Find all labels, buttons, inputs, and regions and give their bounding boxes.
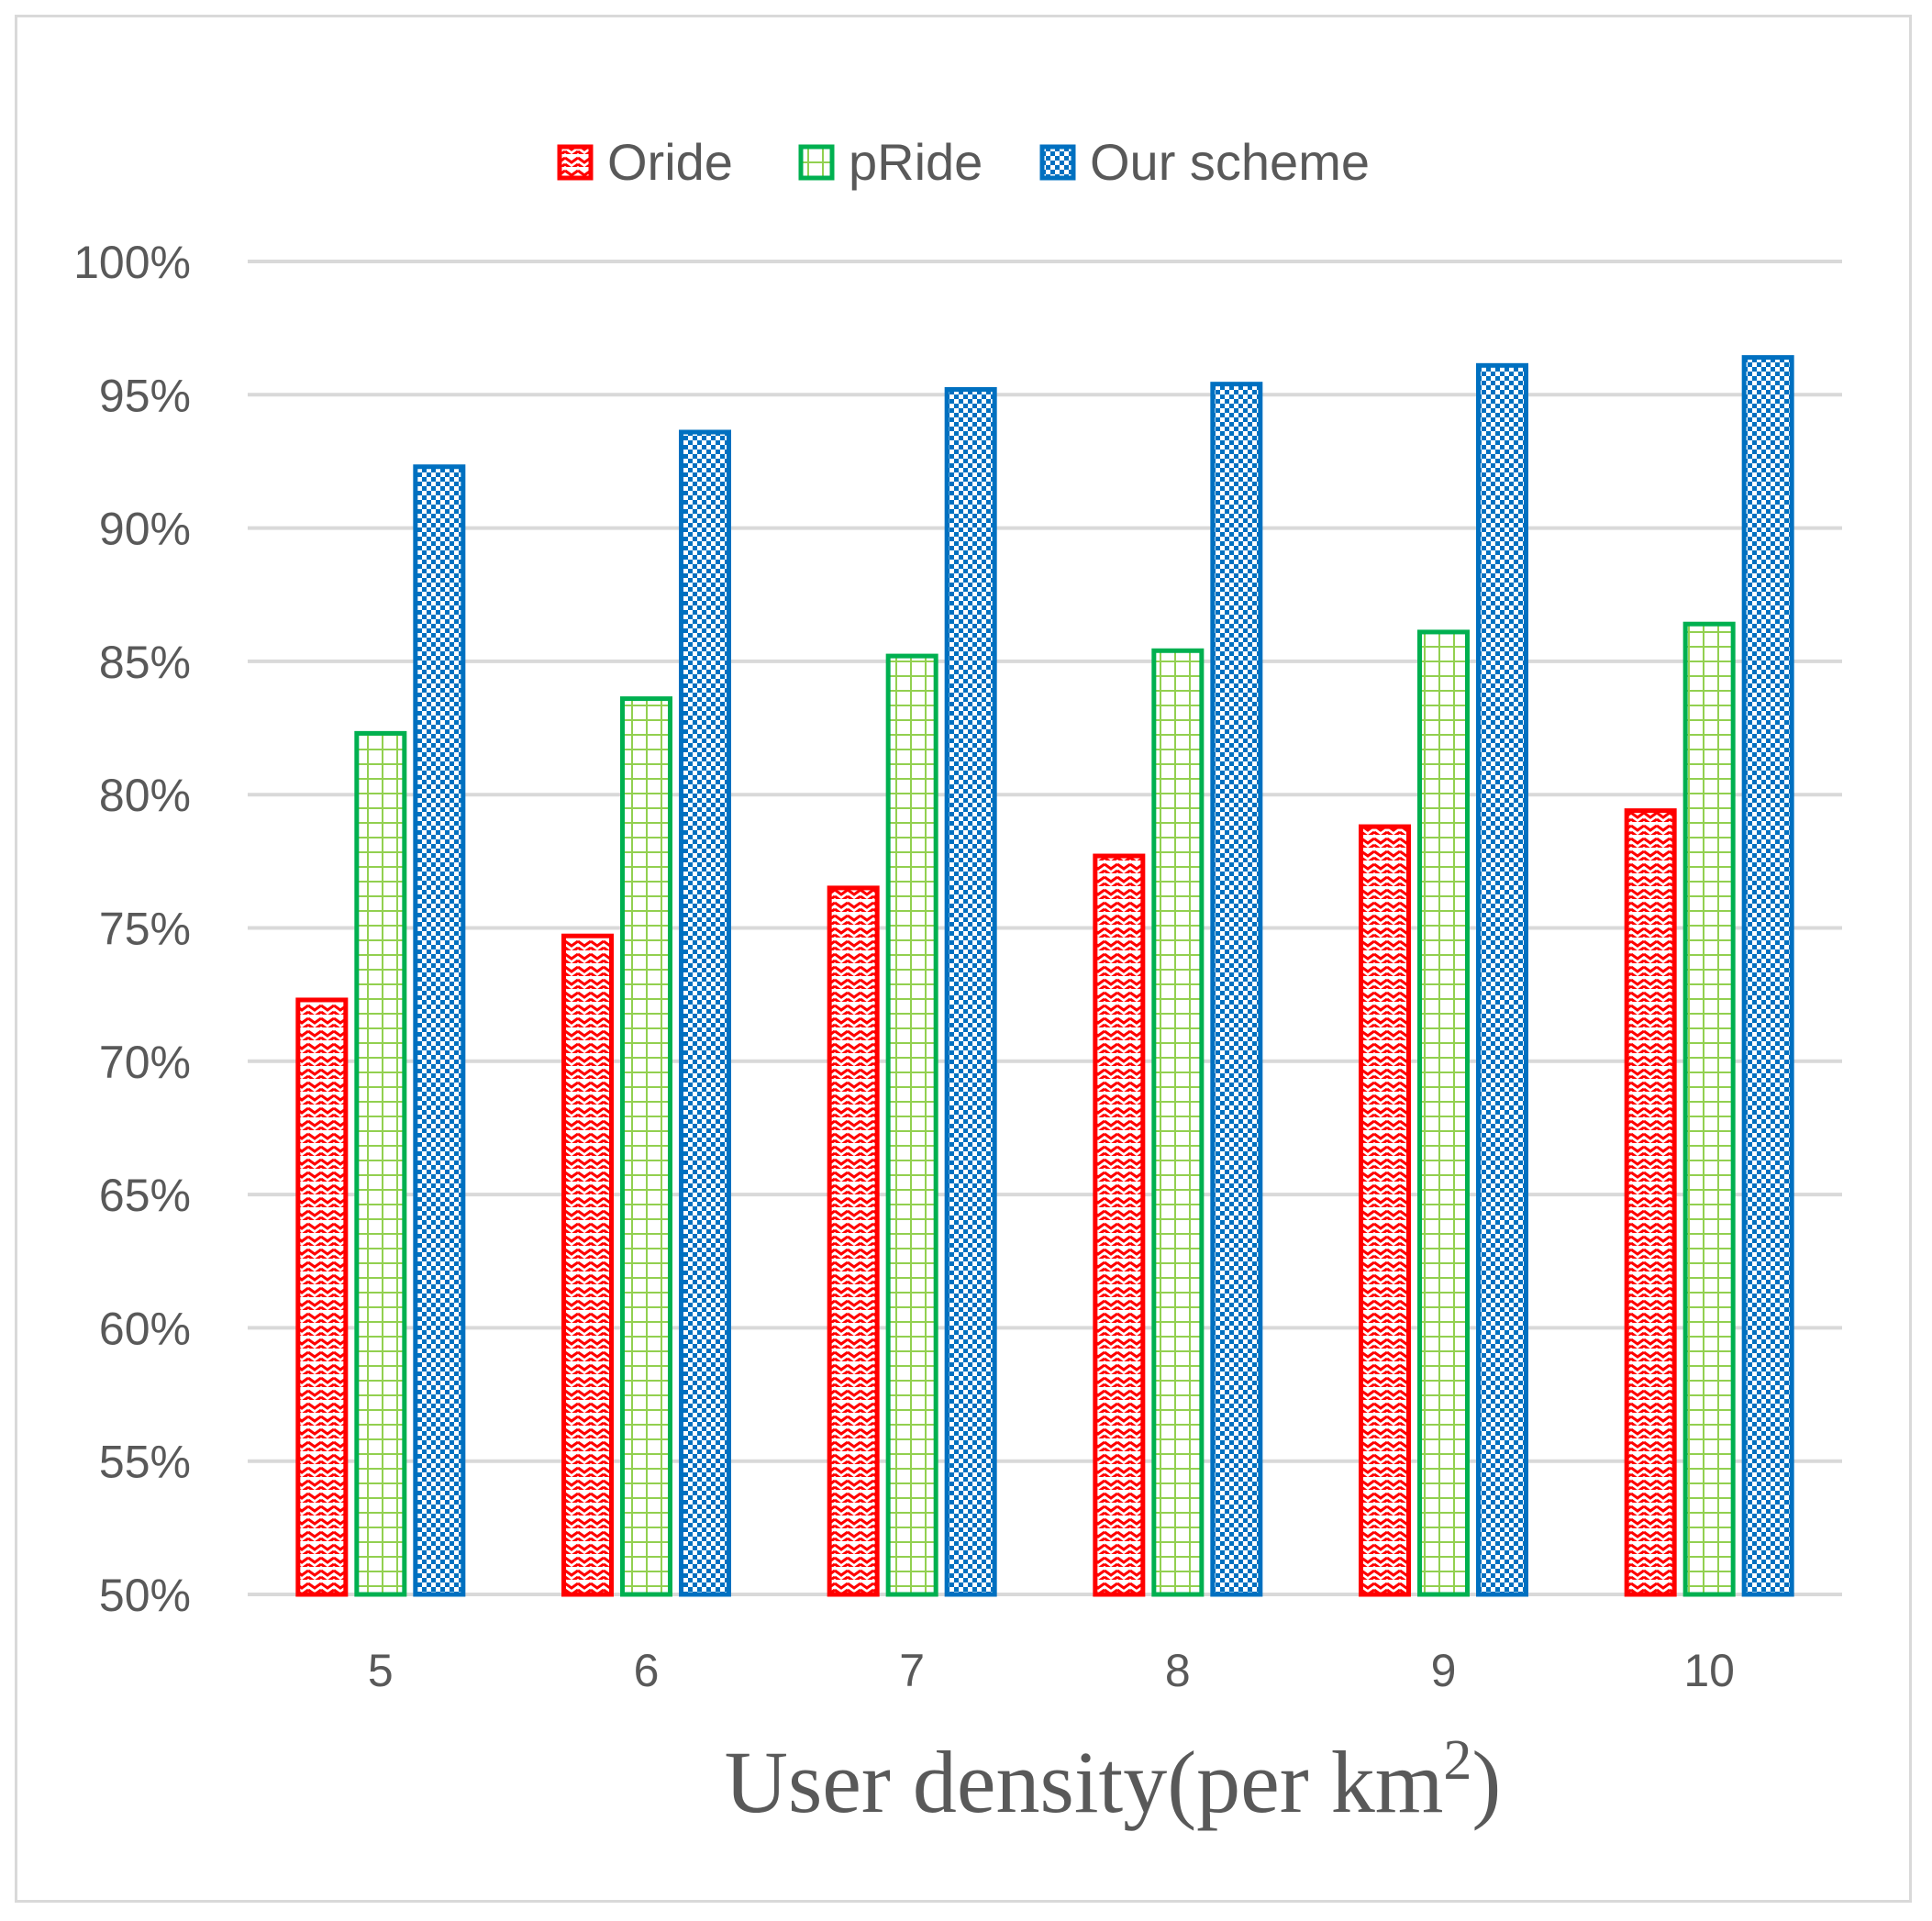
bar-pride-8 bbox=[1151, 648, 1205, 1597]
legend-swatch bbox=[557, 144, 594, 181]
legend-label: Oride bbox=[607, 133, 733, 191]
x-tick-label: 8 bbox=[1165, 1645, 1191, 1696]
bar-our-scheme-8 bbox=[1210, 382, 1263, 1597]
bar-oride-10 bbox=[1624, 808, 1677, 1597]
legend-swatch bbox=[798, 144, 835, 181]
y-tick-label: 55% bbox=[99, 1437, 191, 1488]
y-tick-label: 50% bbox=[99, 1570, 191, 1621]
bar-oride-9 bbox=[1359, 824, 1411, 1597]
bar-oride-5 bbox=[295, 997, 349, 1597]
bar-oride-6 bbox=[561, 933, 614, 1597]
y-tick-label: 65% bbox=[99, 1170, 191, 1221]
x-tick-label: 10 bbox=[1683, 1645, 1735, 1696]
y-tick-label: 85% bbox=[99, 637, 191, 688]
legend-label: pRide bbox=[849, 133, 983, 191]
x-tick-label: 5 bbox=[368, 1645, 394, 1696]
bar-pride-5 bbox=[354, 730, 407, 1597]
bar-oride-8 bbox=[1093, 853, 1146, 1597]
bar-oride-7 bbox=[827, 885, 880, 1597]
y-tick-label: 95% bbox=[99, 370, 191, 421]
x-tick-label: 6 bbox=[634, 1645, 660, 1696]
y-tick-label: 80% bbox=[99, 770, 191, 821]
bar-our-scheme-6 bbox=[679, 429, 731, 1597]
legend-item-oride: Oride bbox=[557, 133, 733, 191]
legend-swatch bbox=[1039, 144, 1076, 181]
legend-item-our-scheme: Our scheme bbox=[1039, 133, 1370, 191]
bar-our-scheme-9 bbox=[1476, 362, 1528, 1597]
x-tick-label: 7 bbox=[899, 1645, 925, 1696]
legend-item-pride: pRide bbox=[798, 133, 983, 191]
legend-label: Our scheme bbox=[1090, 133, 1370, 191]
chart-frame bbox=[15, 15, 1912, 1903]
bar-our-scheme-5 bbox=[413, 464, 466, 1597]
x-tick-label: 9 bbox=[1431, 1645, 1457, 1696]
bar-our-scheme-7 bbox=[944, 386, 997, 1597]
bar-pride-7 bbox=[885, 653, 938, 1597]
bar-pride-6 bbox=[620, 696, 672, 1597]
y-tick-label: 70% bbox=[99, 1037, 191, 1088]
y-tick-label: 90% bbox=[99, 504, 191, 555]
x-axis-label: User density(per km2) bbox=[725, 1729, 1502, 1831]
bar-pride-9 bbox=[1417, 629, 1470, 1597]
y-tick-label: 100% bbox=[73, 237, 191, 288]
bar-pride-10 bbox=[1682, 621, 1736, 1597]
bar-our-scheme-10 bbox=[1741, 355, 1794, 1597]
y-tick-label: 60% bbox=[99, 1303, 191, 1354]
y-tick-label: 75% bbox=[99, 904, 191, 955]
